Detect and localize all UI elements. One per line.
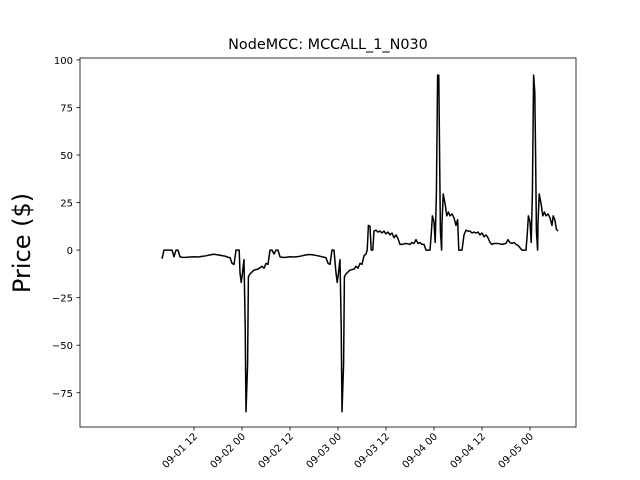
- y-tick-label: −75: [52, 389, 73, 400]
- y-tick-label: 50: [60, 151, 73, 162]
- chart-title: NodeMCC: MCCALL_1_N030: [228, 37, 428, 53]
- axes-frame: [79, 57, 577, 428]
- y-axis-label: Price ($): [8, 193, 36, 293]
- y-tick-label: 100: [54, 56, 73, 67]
- y-tick-label: 75: [60, 103, 73, 114]
- y-tick-label: 0: [67, 246, 73, 257]
- y-tick-label: −50: [52, 341, 73, 352]
- series-line-0: [161, 74, 559, 413]
- y-tick-label: −25: [52, 294, 73, 305]
- y-tick-label: 25: [60, 199, 73, 210]
